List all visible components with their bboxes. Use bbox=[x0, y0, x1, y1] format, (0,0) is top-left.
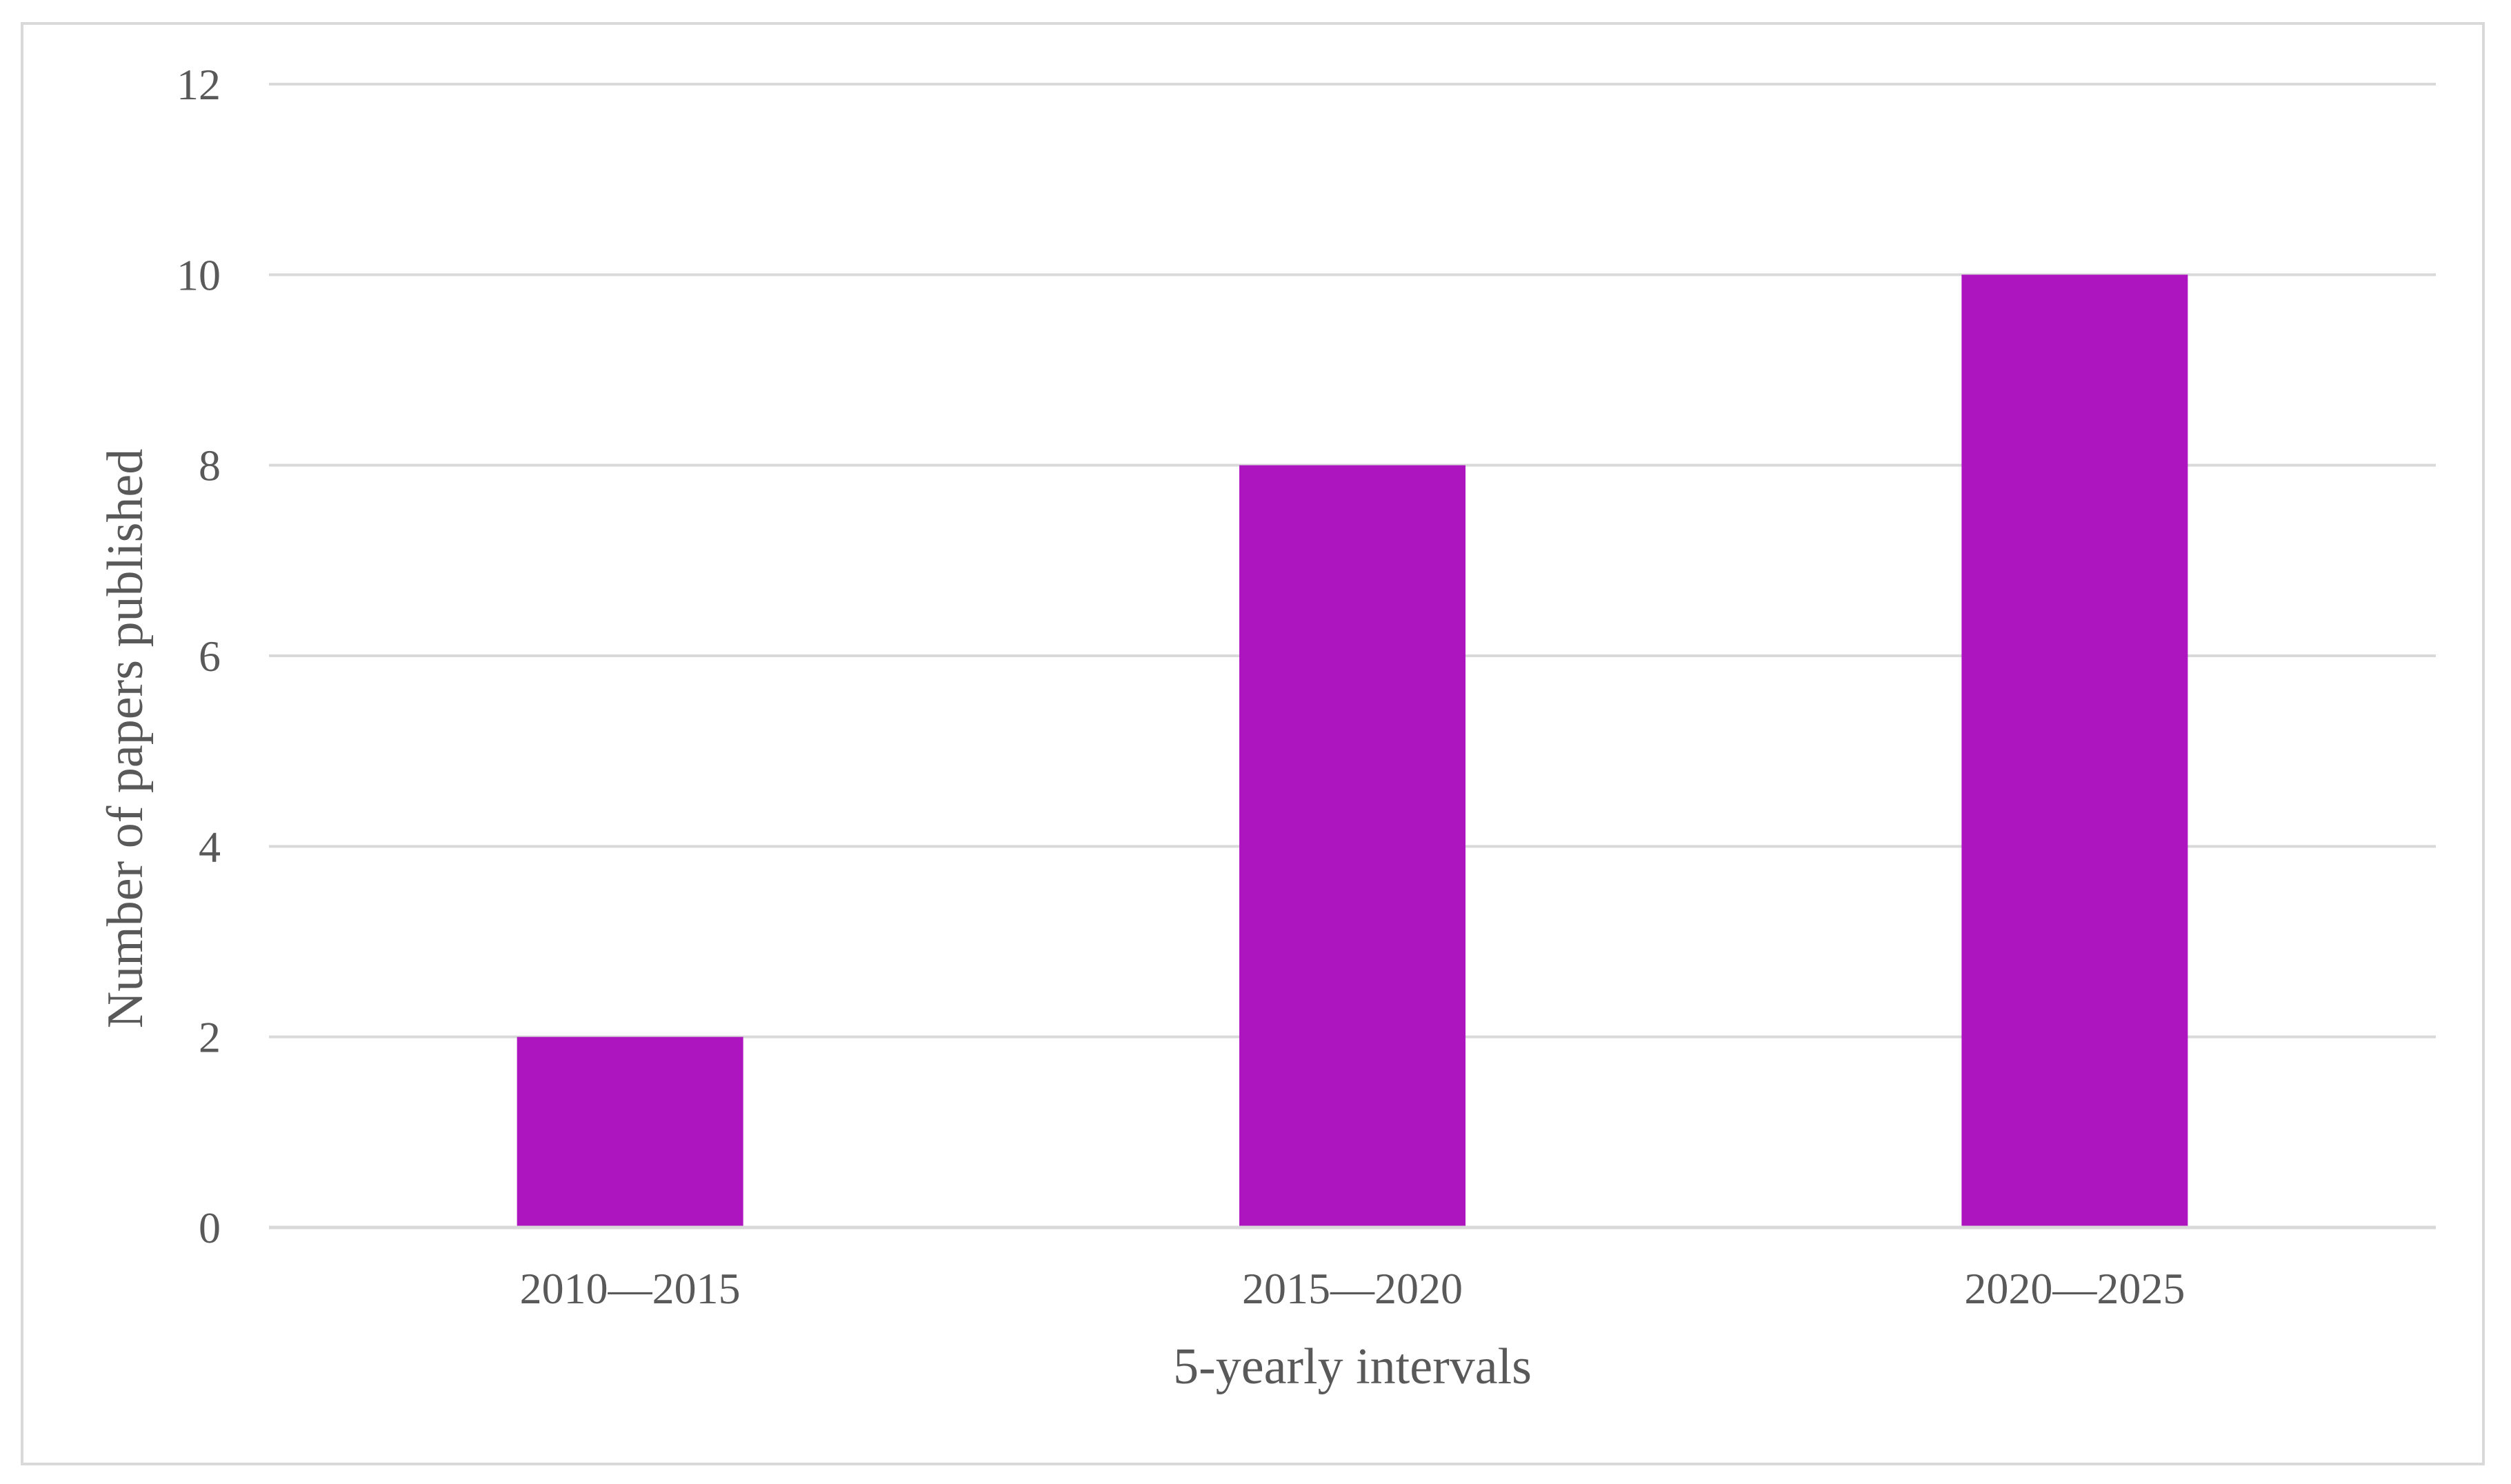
bar bbox=[1961, 274, 2188, 1227]
y-axis-title: Number of papers published bbox=[97, 449, 154, 1029]
x-tick-label: 2020—2025 bbox=[1964, 1264, 2185, 1313]
y-tick-label: 6 bbox=[199, 632, 221, 681]
y-tick-label: 12 bbox=[177, 60, 221, 109]
x-tick-labels: 2010—2015 2015—2020 2020—2025 bbox=[520, 1264, 2185, 1313]
bar bbox=[1239, 465, 1465, 1227]
y-tick-label: 2 bbox=[199, 1013, 221, 1062]
x-tick-label: 2010—2015 bbox=[520, 1264, 741, 1313]
y-tick-label: 10 bbox=[177, 250, 221, 299]
y-tick-labels: 0 2 4 6 8 10 12 bbox=[177, 60, 221, 1252]
bar bbox=[517, 1036, 743, 1227]
x-axis-title: 5-yearly intervals bbox=[1173, 1338, 1532, 1395]
x-tick-label: 2015—2020 bbox=[1242, 1264, 1463, 1313]
y-tick-label: 4 bbox=[199, 822, 221, 871]
y-tick-label: 8 bbox=[199, 441, 221, 490]
bars bbox=[517, 274, 2188, 1227]
y-tick-label: 0 bbox=[199, 1203, 221, 1252]
